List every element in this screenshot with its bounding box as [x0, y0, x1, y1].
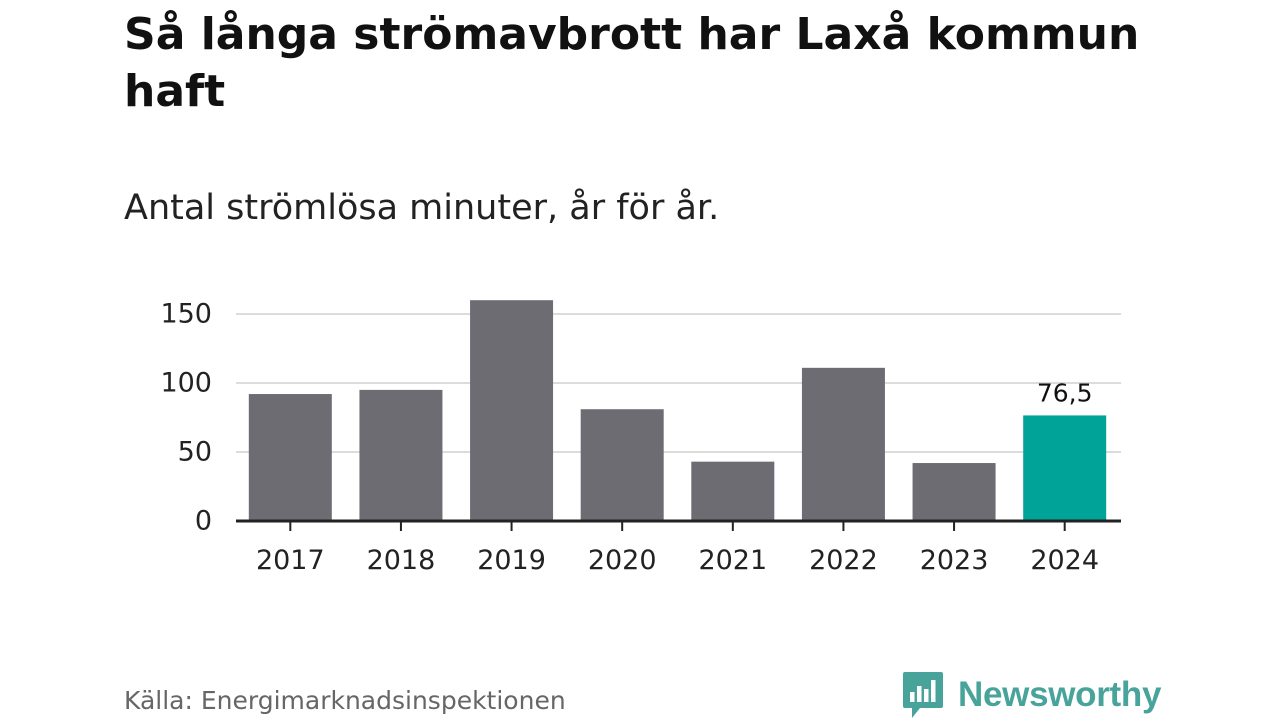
chart-subtitle: Antal strömlösa minuter, år för år.	[124, 188, 720, 228]
y-tick-label: 50	[178, 437, 212, 468]
x-tick-label: 2022	[809, 545, 878, 576]
brand-logo: Newsworthy	[902, 670, 1161, 720]
y-tick-label: 0	[195, 506, 212, 537]
bar	[248, 394, 332, 521]
bar	[801, 367, 885, 521]
x-tick-label: 2020	[588, 545, 657, 576]
x-tick-label: 2018	[367, 545, 436, 576]
bar	[691, 461, 775, 521]
bar	[580, 409, 664, 521]
source-note: Källa: Energimarknadsinspektionen	[124, 686, 566, 715]
x-tick-label: 2017	[256, 545, 325, 576]
x-tick-label: 2019	[477, 545, 546, 576]
chart-title: Så långa strömavbrott har Laxå kommun ha…	[124, 9, 1140, 117]
bar	[470, 300, 554, 521]
x-tick-label: 2021	[698, 545, 767, 576]
data-label: 76,5	[1037, 378, 1093, 407]
bar-chart: 0 50 100 150 2017 2018 2019 2020 2021 2022 2023 202…	[160, 299, 1121, 576]
bar	[912, 463, 996, 521]
newsworthy-logo-icon	[903, 672, 943, 718]
x-tick-label: 2024	[1030, 545, 1099, 576]
y-tick-label: 100	[160, 368, 212, 399]
bar	[359, 389, 443, 521]
y-tick-label: 150	[160, 299, 212, 330]
x-tick-label: 2023	[920, 545, 989, 576]
brand-name: Newsworthy	[958, 675, 1162, 714]
bar	[1023, 415, 1107, 521]
